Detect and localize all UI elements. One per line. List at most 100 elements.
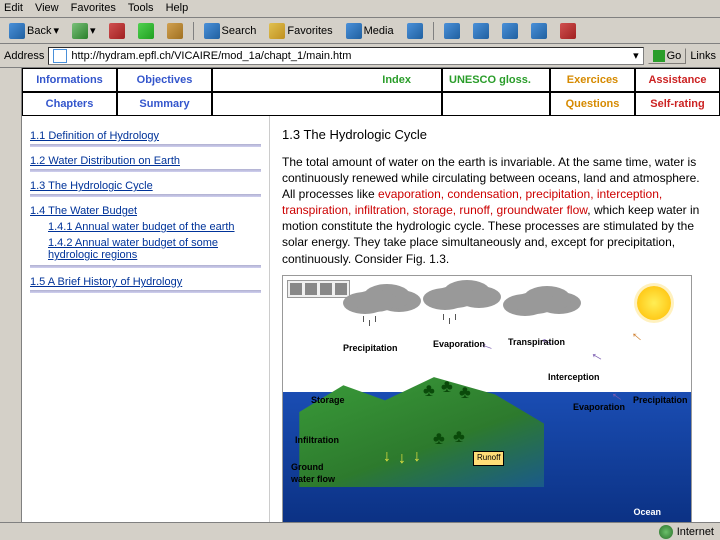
- tree-icon: ♣: [453, 424, 465, 448]
- figure-hydrologic-cycle: ♣ ♣ ♣ ♣ ♣ ↑ ↑ ↑ ↑ ↑ ↓ ↓ ↓ Precipitati: [282, 275, 692, 522]
- favorites-button[interactable]: Favorites: [264, 20, 337, 42]
- menu-help[interactable]: Help: [166, 2, 189, 15]
- refresh-icon: [138, 23, 154, 39]
- doc-title: 1.3 The Hydrologic Cycle: [282, 126, 708, 144]
- cloud-icon: [513, 292, 557, 314]
- arrow-icon: ↓: [398, 448, 406, 470]
- history-button[interactable]: [402, 20, 428, 42]
- address-label: Address: [4, 50, 44, 62]
- fig-label-infiltration: Infiltration: [295, 434, 339, 446]
- home-icon: [167, 23, 183, 39]
- fig-label-storage: Storage: [311, 394, 345, 406]
- toolbar: Back▾ ▾ Search Favorites Media: [0, 18, 720, 44]
- page-icon: [53, 49, 67, 63]
- links-label[interactable]: Links: [690, 50, 716, 62]
- back-icon: [9, 23, 25, 39]
- tree-icon: ♣: [459, 380, 471, 404]
- menu-edit[interactable]: Edit: [4, 2, 23, 15]
- menu-bar: Edit View Favorites Tools Help: [0, 0, 720, 18]
- explorer-bar: [0, 68, 22, 522]
- folder-icon[interactable]: [335, 283, 347, 295]
- edit-button[interactable]: [497, 20, 523, 42]
- mail-button[interactable]: [439, 20, 465, 42]
- toc-link-1-4-2[interactable]: 1.4.2 Annual water budget of some hydrol…: [48, 237, 261, 261]
- toc-panel: 1.1 Definition of Hydrology 1.2 Water Di…: [22, 116, 270, 522]
- menu-view[interactable]: View: [35, 2, 59, 15]
- home-button[interactable]: [162, 20, 188, 42]
- address-bar: Address http://hydram.epfl.ch/VICAIRE/mo…: [0, 44, 720, 68]
- refresh-button[interactable]: [133, 20, 159, 42]
- fig-label-transpiration: Transpiration: [508, 336, 565, 348]
- print-icon: [473, 23, 489, 39]
- tab-exercices[interactable]: Exercices: [550, 68, 635, 92]
- tree-icon: ♣: [423, 378, 435, 402]
- menu-favorites[interactable]: Favorites: [71, 2, 116, 15]
- internet-zone-icon: [659, 525, 673, 539]
- media-button[interactable]: Media: [341, 20, 399, 42]
- tab-empty2: [442, 92, 550, 116]
- fig-label-interception: Interception: [548, 371, 600, 383]
- fig-label-runoff: Runoff: [473, 451, 504, 466]
- edit-icon: [502, 23, 518, 39]
- tab-questions[interactable]: Questions: [550, 92, 635, 116]
- fig-label-groundwater: Ground water flow: [291, 461, 335, 485]
- history-icon: [407, 23, 423, 39]
- mail-icon[interactable]: [320, 283, 332, 295]
- tab-unesco[interactable]: UNESCO gloss.: [442, 68, 550, 92]
- tab-selfrating[interactable]: Self-rating: [635, 92, 720, 116]
- discuss-button[interactable]: [526, 20, 552, 42]
- chevron-down-icon: ▾: [90, 24, 96, 37]
- cloud-icon: [433, 286, 477, 308]
- forward-icon: [72, 23, 88, 39]
- menu-tools[interactable]: Tools: [128, 2, 154, 15]
- tab-informations[interactable]: Informations: [22, 68, 117, 92]
- media-icon: [346, 23, 362, 39]
- tab-empty1: [212, 92, 442, 116]
- forward-button[interactable]: ▾: [67, 20, 101, 42]
- go-icon: [653, 50, 665, 62]
- back-button[interactable]: Back▾: [4, 20, 64, 42]
- status-bar: Internet: [0, 522, 720, 540]
- document-panel: 1.3 The Hydrologic Cycle The total amoun…: [270, 116, 720, 522]
- extra-button[interactable]: [555, 20, 581, 42]
- cloud-icon: [353, 290, 397, 312]
- search-button[interactable]: Search: [199, 20, 262, 42]
- doc-paragraph: The total amount of water on the earth i…: [282, 154, 708, 267]
- stop-icon: [109, 23, 125, 39]
- toc-link-1-4-1[interactable]: 1.4.1 Annual water budget of the earth: [48, 221, 261, 233]
- tab-index[interactable]: Index: [212, 68, 442, 92]
- tab-summary[interactable]: Summary: [117, 92, 212, 116]
- fig-label-evaporation: Evaporation: [433, 338, 485, 350]
- nav-tabs: Informations Objectives Index UNESCO glo…: [22, 68, 720, 116]
- figure-toolbar[interactable]: [287, 280, 350, 298]
- tree-icon: ♣: [433, 426, 445, 450]
- go-button[interactable]: Go: [648, 48, 687, 64]
- star-icon: [269, 23, 285, 39]
- fig-label-precipitation2: Precipitation: [633, 394, 688, 406]
- stop-button[interactable]: [104, 20, 130, 42]
- content-area: Informations Objectives Index UNESCO glo…: [0, 68, 720, 522]
- search-icon: [204, 23, 220, 39]
- tab-chapters[interactable]: Chapters: [22, 92, 117, 116]
- toc-link-1-3[interactable]: 1.3 The Hydrologic Cycle: [30, 180, 261, 192]
- mail-icon: [444, 23, 460, 39]
- print-icon[interactable]: [305, 283, 317, 295]
- tab-objectives[interactable]: Objectives: [117, 68, 212, 92]
- toc-link-1-1[interactable]: 1.1 Definition of Hydrology: [30, 130, 261, 142]
- fig-label-precipitation: Precipitation: [343, 342, 398, 354]
- toc-link-1-4[interactable]: 1.4 The Water Budget: [30, 205, 261, 217]
- address-input[interactable]: http://hydram.epfl.ch/VICAIRE/mod_1a/cha…: [48, 47, 643, 65]
- arrow-icon: ↓: [383, 446, 391, 468]
- chevron-down-icon: ▾: [53, 24, 59, 37]
- tab-assistance[interactable]: Assistance: [635, 68, 720, 92]
- toc-link-1-5[interactable]: 1.5 A Brief History of Hydrology: [30, 276, 261, 288]
- save-icon[interactable]: [290, 283, 302, 295]
- status-zone: Internet: [677, 526, 714, 538]
- chevron-down-icon[interactable]: ▾: [633, 49, 639, 62]
- sun-icon: [637, 286, 671, 320]
- toc-link-1-2[interactable]: 1.2 Water Distribution on Earth: [30, 155, 261, 167]
- arrow-icon: ↓: [413, 446, 421, 468]
- extra-icon: [560, 23, 576, 39]
- print-button[interactable]: [468, 20, 494, 42]
- fig-label-evaporation2: Evaporation: [573, 401, 625, 413]
